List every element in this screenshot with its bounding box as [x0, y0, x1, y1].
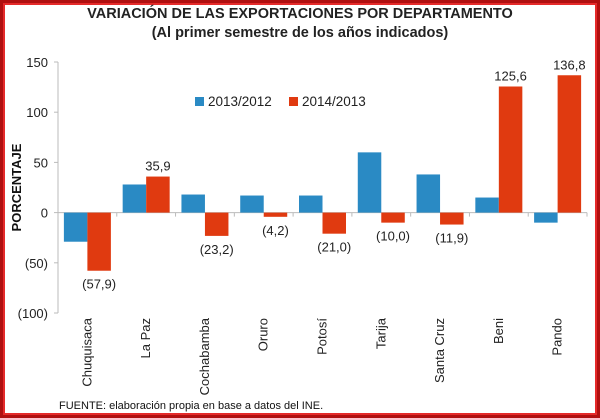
data-label: (57,9) — [82, 277, 116, 292]
bar-2013-2012 — [534, 212, 558, 223]
x-category-label: Cochabamba — [197, 317, 212, 395]
bar-2013-2012 — [240, 195, 264, 213]
y-tick-label: 150 — [26, 55, 48, 70]
x-category-label: La Paz — [138, 318, 153, 358]
bar-2013-2012 — [416, 174, 441, 213]
bar-2014-2013 — [146, 176, 170, 213]
y-tick-label: (50) — [25, 256, 48, 271]
x-category-label: Beni — [491, 318, 506, 344]
bar-2013-2012 — [181, 194, 205, 213]
x-category-label: Tarija — [373, 317, 388, 349]
data-label: 136,8 — [553, 57, 586, 72]
bar-2014-2013 — [87, 212, 111, 271]
legend-label: 2014/2013 — [302, 94, 366, 109]
y-tick-label: 50 — [34, 155, 48, 170]
source-note: FUENTE: elaboración propia en base a dat… — [59, 400, 324, 412]
legend-swatch — [289, 97, 298, 106]
data-label: (11,9) — [435, 231, 468, 246]
x-category-label: Chuquisaca — [79, 317, 94, 386]
x-category-label: Pando — [550, 318, 565, 356]
y-axis-label: PORCENTAJE — [9, 143, 24, 231]
chart-subtitle: (Al primer semestre de los años indicado… — [151, 25, 449, 41]
chart-title: VARIACIÓN DE LAS EXPORTACIONES POR DEPAR… — [87, 6, 513, 22]
y-tick-label: 0 — [41, 206, 48, 221]
data-label: (23,2) — [200, 242, 234, 257]
bar-2014-2013 — [204, 212, 229, 236]
x-category-label: Potosí — [315, 318, 330, 355]
legend-label: 2013/2012 — [208, 94, 272, 109]
bar-2014-2013 — [498, 86, 523, 213]
bar-2014-2013 — [381, 212, 405, 223]
bar-2014-2013 — [440, 212, 464, 225]
data-label: 125,6 — [494, 68, 527, 83]
y-tick-label: (100) — [18, 306, 48, 321]
y-tick-label: 100 — [26, 105, 48, 120]
bar-2013-2012 — [475, 197, 499, 213]
bar-2013-2012 — [63, 212, 88, 242]
bar-2013-2012 — [357, 152, 382, 213]
bar-2013-2012 — [122, 184, 147, 213]
x-category-label: Santa Cruz — [432, 318, 447, 383]
data-label: (4,2) — [262, 223, 289, 238]
bar-2014-2013 — [322, 212, 346, 234]
x-category-label: Oruro — [256, 318, 271, 351]
data-label: (10,0) — [376, 229, 410, 244]
bar-2013-2012 — [299, 195, 323, 213]
bar-2014-2013 — [263, 212, 288, 217]
data-label: 35,9 — [145, 159, 170, 174]
bar-2014-2013 — [557, 75, 582, 213]
data-label: (21,0) — [317, 240, 351, 255]
legend-swatch — [195, 97, 204, 106]
